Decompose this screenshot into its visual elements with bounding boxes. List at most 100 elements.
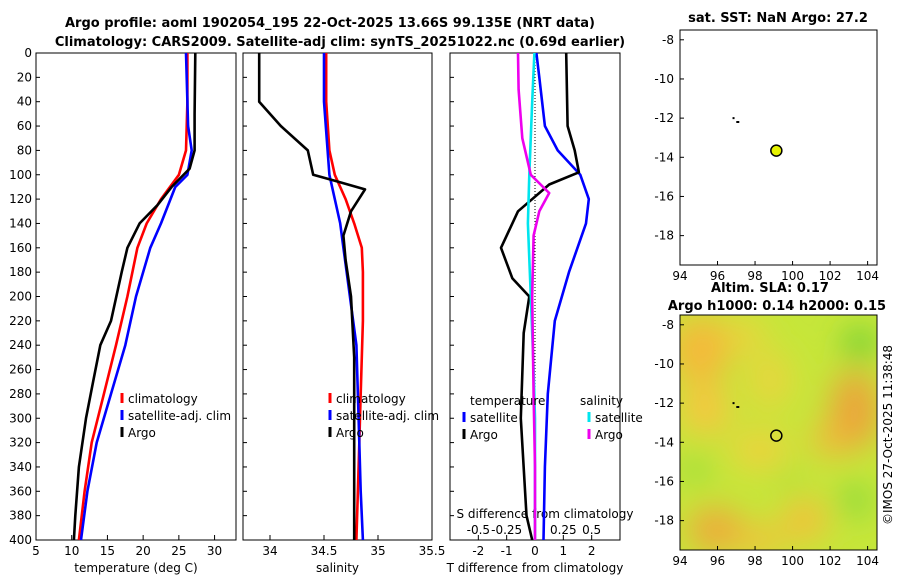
sst-map-ytick-label: -12	[654, 111, 674, 125]
difference-xtick-label: 1	[560, 544, 568, 558]
legend-temperature-argo-label: Argo	[470, 428, 498, 442]
sla-map-xtick-label: 98	[747, 554, 762, 568]
legend-salinity-heading: salinity	[580, 394, 623, 408]
temperature-series-argo	[72, 52, 197, 541]
sst-map-island-marks	[732, 117, 740, 124]
temperature-xtick-label: 30	[207, 544, 222, 558]
salinity-legend-argo-label: Argo	[336, 426, 364, 440]
salinity-series-climatology	[324, 53, 365, 541]
sst-map-xtick-label: 100	[781, 269, 804, 283]
sla-location-map: Altim. SLA: 0.17 Argo h1000: 0.14 h2000: …	[654, 281, 886, 568]
depth-tick-label: 220	[9, 314, 32, 328]
temperature-legend-climatology-label: climatology	[128, 392, 198, 406]
depth-tick-label: 320	[9, 436, 32, 450]
legend-salinity-satellite-label: satellite	[595, 411, 643, 425]
difference-series-temperature-argo	[499, 52, 581, 541]
sla-map-title-line1: Altim. SLA: 0.17	[711, 281, 829, 296]
sla-heatmap	[680, 315, 877, 550]
sla-map-xtick-label: 96	[710, 554, 725, 568]
sla-map-frame	[679, 314, 878, 551]
sla-map-ytick-label: -16	[654, 474, 674, 488]
copyright-footer: ©IMOS 27-Oct-2025 11:38:48	[881, 345, 895, 525]
depth-tick-label: 240	[9, 338, 32, 352]
sla-map-ytick-label: -14	[654, 435, 674, 449]
sst-map-xtick-label: 96	[710, 269, 725, 283]
sla-map-xtick-label: 104	[856, 554, 879, 568]
sst-map-xtick-label: 98	[747, 269, 762, 283]
sla-map-island-marks	[732, 402, 740, 409]
depth-tick-label: 280	[9, 387, 32, 401]
sst-map-frame	[679, 29, 878, 266]
temperature-series-climatology	[77, 53, 189, 541]
salinity-xtick-label: 35	[370, 544, 385, 558]
sla-map-xtick-label: 100	[781, 554, 804, 568]
depth-tick-label: 300	[9, 411, 32, 425]
depth-tick-label: 140	[9, 216, 32, 230]
sst-map-ytick-label: -8	[662, 33, 674, 47]
temperature-xtick-label: 15	[100, 544, 115, 558]
depth-tick-label: 200	[9, 290, 32, 304]
temperature-profile-panel: 5 10 15 20 25 30 temperature (deg C) 0 20 40 60 80 1…	[9, 46, 237, 575]
legend-salinity-argo-label: Argo	[595, 428, 623, 442]
depth-tick-label: 0	[24, 46, 32, 60]
legend-temperature-heading: temperature	[470, 394, 545, 408]
sst-map-xtick-label: 94	[672, 269, 687, 283]
sla-map-ytick-label: -12	[654, 396, 674, 410]
depth-tick-label: 160	[9, 241, 32, 255]
salinity-series-argo	[257, 53, 367, 540]
salinity-xtick-label: 35.5	[419, 544, 446, 558]
salinity-frame	[242, 52, 433, 541]
salinity-xtick-label: 34.5	[311, 544, 338, 558]
difference-series-temperature-satellite	[535, 52, 591, 541]
sst-map-ytick-label: -14	[654, 150, 674, 164]
sst-map-argo-location-marker	[770, 144, 783, 157]
salinity-xtick-label: 34	[262, 544, 277, 558]
depth-tick-label: 400	[9, 533, 32, 547]
temperature-xtick-label: 5	[32, 544, 40, 558]
sst-map-xtick-label: 102	[819, 269, 842, 283]
depth-tick-label: 120	[9, 192, 32, 206]
sla-map-ytick-label: -8	[662, 318, 674, 332]
sla-map-argo-location-marker	[770, 429, 783, 442]
sla-map-title-line2: Argo h1000: 0.14 h2000: 0.15	[668, 299, 886, 314]
difference-xlabel: T difference from climatology	[446, 561, 624, 575]
salinity-series-satellite-adj-clim	[322, 53, 365, 541]
legend-temperature-satellite-label: satellite	[470, 411, 518, 425]
depth-tick-label: 180	[9, 265, 32, 279]
salinity-legend-climatology-label: climatology	[336, 392, 406, 406]
temperature-xtick-label: 20	[136, 544, 151, 558]
secondary-xtick-label: -0.5	[467, 523, 490, 537]
sst-location-map: sat. SST: NaN Argo: 27.2 94 96 98 100 102 104 -…	[654, 11, 879, 283]
figure-title-line2: Climatology: CARS2009. Satellite-adj cli…	[55, 35, 625, 50]
depth-tick-label: 80	[17, 143, 32, 157]
depth-tick-label: 100	[9, 168, 32, 182]
salinity-xlabel: salinity	[316, 561, 359, 575]
depth-tick-label: 260	[9, 363, 32, 377]
depth-tick-label: 40	[17, 95, 32, 109]
temperature-legend-satellite-label: satellite-adj. clim	[128, 409, 231, 423]
secondary-xtick-label: 0.5	[582, 523, 601, 537]
salinity-legend-satellite-label: satellite-adj. clim	[336, 409, 439, 423]
sst-map-title: sat. SST: NaN Argo: 27.2	[688, 11, 868, 26]
depth-tick-label: 340	[9, 460, 32, 474]
sst-map-ytick-label: -16	[654, 189, 674, 203]
difference-xtick-label: 0	[531, 544, 539, 558]
difference-xtick-label: 2	[588, 544, 596, 558]
difference-xtick-label: -2	[472, 544, 484, 558]
depth-tick-label: 20	[17, 70, 32, 84]
salinity-profile-panel: 34 34.5 35 35.5 salinity climatology satellite…	[242, 52, 446, 575]
sst-map-ytick-label: -10	[654, 72, 674, 86]
secondary-xtick-label: -0.25	[491, 523, 522, 537]
depth-tick-label: 380	[9, 509, 32, 523]
temperature-xtick-label: 10	[64, 544, 79, 558]
depth-tick-label: 60	[17, 119, 32, 133]
temperature-xtick-label: 25	[171, 544, 186, 558]
sla-map-xtick-label: 102	[819, 554, 842, 568]
sst-map-xtick-label: 104	[856, 269, 879, 283]
sst-map-ytick-label: -18	[654, 229, 674, 243]
sla-map-ytick-label: -10	[654, 357, 674, 371]
difference-series-salinity-argo	[516, 52, 551, 540]
temperature-xlabel: temperature (deg C)	[74, 561, 197, 575]
temperature-legend-argo-label: Argo	[128, 426, 156, 440]
